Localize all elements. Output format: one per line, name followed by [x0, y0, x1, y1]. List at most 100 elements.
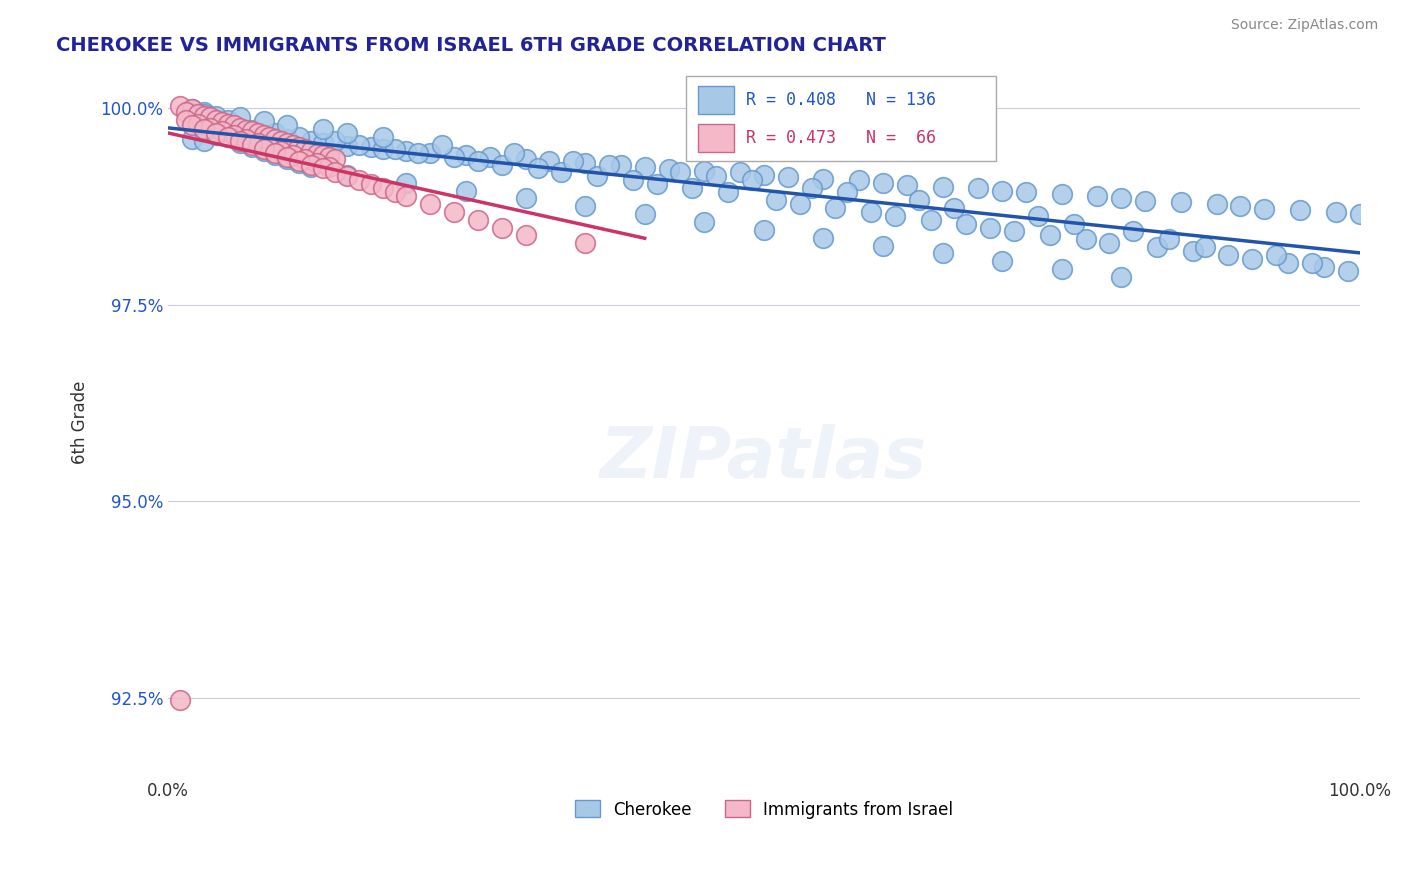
- Point: [240, 124, 263, 138]
- Point: [658, 162, 681, 177]
- Point: [681, 181, 703, 195]
- Point: [1133, 194, 1156, 208]
- Point: [443, 150, 465, 164]
- Point: [920, 212, 942, 227]
- Point: [408, 145, 430, 160]
- Point: [979, 220, 1001, 235]
- FancyBboxPatch shape: [699, 86, 734, 114]
- Point: [704, 169, 727, 184]
- Point: [478, 150, 501, 164]
- Point: [562, 153, 585, 168]
- Point: [813, 231, 835, 245]
- Point: [252, 128, 274, 143]
- Point: [312, 161, 335, 176]
- Point: [1324, 204, 1347, 219]
- Point: [336, 169, 359, 184]
- Point: [467, 212, 489, 227]
- Point: [217, 117, 239, 131]
- Point: [217, 124, 239, 138]
- Point: [205, 126, 228, 140]
- Point: [824, 201, 846, 215]
- Point: [1074, 232, 1097, 246]
- Point: [574, 236, 596, 251]
- Point: [634, 207, 657, 221]
- Point: [454, 184, 477, 198]
- Point: [181, 103, 204, 117]
- Point: [252, 142, 274, 156]
- Point: [943, 201, 966, 215]
- Point: [347, 137, 370, 152]
- Point: [288, 156, 311, 170]
- Point: [813, 171, 835, 186]
- Point: [276, 136, 298, 151]
- Point: [181, 118, 204, 132]
- Point: [1170, 195, 1192, 210]
- Point: [837, 185, 859, 199]
- Point: [907, 193, 929, 207]
- Point: [1253, 202, 1275, 216]
- Point: [371, 142, 394, 156]
- Point: [193, 122, 215, 136]
- Point: [294, 152, 316, 166]
- Point: [1063, 217, 1085, 231]
- Point: [228, 124, 250, 138]
- Point: [228, 120, 250, 135]
- Point: [872, 176, 894, 190]
- Point: [336, 168, 359, 182]
- Point: [1109, 191, 1132, 205]
- Point: [1026, 209, 1049, 223]
- Point: [443, 204, 465, 219]
- Point: [1265, 248, 1288, 262]
- Point: [1050, 262, 1073, 277]
- Point: [1313, 260, 1336, 274]
- Point: [1218, 248, 1240, 262]
- Point: [610, 157, 633, 171]
- Point: [336, 126, 359, 140]
- Point: [181, 117, 204, 131]
- Point: [264, 126, 287, 140]
- Point: [228, 136, 250, 151]
- Point: [1229, 199, 1251, 213]
- Point: [193, 134, 215, 148]
- Point: [621, 173, 644, 187]
- Point: [205, 112, 228, 127]
- Point: [264, 130, 287, 145]
- Point: [395, 189, 418, 203]
- Point: [800, 181, 823, 195]
- Point: [1289, 203, 1312, 218]
- FancyBboxPatch shape: [686, 76, 997, 161]
- Point: [502, 145, 524, 160]
- Point: [294, 142, 316, 156]
- Point: [228, 111, 250, 125]
- Point: [432, 137, 454, 152]
- Point: [187, 117, 209, 131]
- Point: [283, 148, 305, 162]
- Point: [395, 144, 418, 158]
- Point: [198, 111, 221, 125]
- Point: [240, 123, 263, 137]
- Y-axis label: 6th Grade: 6th Grade: [72, 381, 89, 465]
- Point: [717, 185, 740, 199]
- Point: [1301, 256, 1323, 270]
- Point: [299, 144, 322, 158]
- Point: [323, 165, 346, 179]
- Point: [371, 130, 394, 145]
- Point: [776, 170, 799, 185]
- Point: [693, 215, 716, 229]
- Point: [991, 184, 1014, 198]
- Point: [299, 160, 322, 174]
- Point: [1087, 189, 1109, 203]
- Point: [264, 132, 287, 146]
- Point: [384, 185, 406, 199]
- Point: [371, 181, 394, 195]
- Point: [931, 246, 953, 260]
- Point: [323, 134, 346, 148]
- Point: [789, 197, 811, 211]
- Point: [693, 164, 716, 178]
- Point: [491, 157, 513, 171]
- Point: [491, 220, 513, 235]
- Point: [931, 179, 953, 194]
- Point: [1181, 244, 1204, 259]
- Point: [574, 199, 596, 213]
- Point: [1277, 256, 1299, 270]
